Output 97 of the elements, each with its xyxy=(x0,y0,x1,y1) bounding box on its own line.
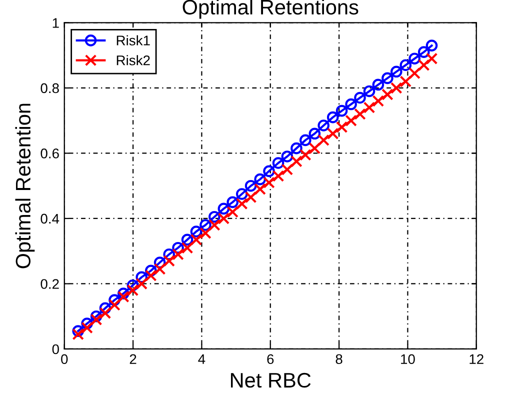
point xyxy=(418,59,430,72)
point xyxy=(363,102,376,114)
x-axis-title: Net RBC xyxy=(230,372,311,388)
point xyxy=(81,318,93,330)
y-tick-label: 1 xyxy=(52,18,59,28)
x-tick-label: 2 xyxy=(130,354,136,364)
point xyxy=(308,128,321,140)
point xyxy=(108,294,120,306)
x-tick-label: 6 xyxy=(267,354,274,364)
point xyxy=(244,180,257,192)
point xyxy=(163,254,175,267)
x-tick-label: 4 xyxy=(198,354,206,364)
point xyxy=(372,95,384,107)
point xyxy=(345,98,357,110)
x-tick-label: 0 xyxy=(61,354,68,364)
x-tick-label: 10 xyxy=(401,354,415,364)
point xyxy=(154,263,166,275)
point xyxy=(181,242,194,254)
point xyxy=(236,198,248,210)
point xyxy=(372,78,384,91)
y-tick-label: 0.8 xyxy=(40,83,59,94)
point xyxy=(336,104,348,117)
point xyxy=(108,299,120,311)
point xyxy=(136,271,148,284)
point xyxy=(426,52,438,65)
point xyxy=(236,188,248,200)
point xyxy=(190,226,202,238)
point xyxy=(390,66,402,78)
point xyxy=(90,314,102,326)
point xyxy=(200,227,212,240)
point xyxy=(281,150,294,162)
point xyxy=(272,170,284,182)
point xyxy=(382,72,394,84)
point xyxy=(90,310,102,322)
point xyxy=(172,242,184,254)
point xyxy=(308,142,321,154)
y-tick-label: 0.6 xyxy=(40,148,59,158)
point xyxy=(254,183,266,196)
point xyxy=(408,52,420,65)
point xyxy=(136,278,148,290)
point xyxy=(126,284,139,296)
y-tick-label: 0.2 xyxy=(40,279,59,289)
point xyxy=(226,196,239,208)
point xyxy=(408,67,420,80)
point xyxy=(226,206,239,218)
point xyxy=(354,92,366,104)
point xyxy=(354,108,366,120)
point xyxy=(326,111,339,124)
point xyxy=(336,121,348,134)
point xyxy=(208,210,220,223)
point xyxy=(144,264,157,277)
point xyxy=(118,290,130,303)
point xyxy=(118,288,130,300)
point xyxy=(72,328,84,340)
point xyxy=(144,270,157,282)
point xyxy=(254,173,266,186)
point xyxy=(290,155,302,168)
point xyxy=(244,191,257,204)
point xyxy=(126,279,139,292)
point xyxy=(263,176,275,188)
point xyxy=(200,219,212,231)
point xyxy=(418,46,430,58)
point xyxy=(81,322,93,334)
x-tick-label: 8 xyxy=(336,354,342,364)
point xyxy=(263,165,275,178)
legend-label: Risk2 xyxy=(116,55,150,66)
point xyxy=(218,202,230,215)
point xyxy=(218,212,230,224)
point xyxy=(299,134,312,146)
point xyxy=(154,256,166,268)
point xyxy=(318,120,330,132)
point xyxy=(99,307,112,319)
y-tick-label: 0.4 xyxy=(40,214,60,224)
point xyxy=(363,85,376,98)
point xyxy=(272,157,284,169)
point xyxy=(326,128,339,140)
point xyxy=(190,234,202,246)
point xyxy=(172,248,184,260)
point xyxy=(345,114,357,126)
y-tick-label: 0 xyxy=(52,344,59,354)
point xyxy=(400,59,412,72)
x-tick-label: 12 xyxy=(470,354,484,364)
point xyxy=(163,248,175,260)
point xyxy=(281,164,294,176)
point xyxy=(72,325,84,337)
point xyxy=(426,40,438,52)
point xyxy=(299,148,312,161)
point xyxy=(382,88,394,100)
point xyxy=(208,219,220,231)
point xyxy=(290,142,302,154)
point xyxy=(181,234,194,246)
legend-label: Risk1 xyxy=(116,35,150,46)
y-axis-title: Optimal Retention xyxy=(15,104,35,268)
point xyxy=(400,76,412,88)
point xyxy=(318,134,330,146)
point xyxy=(99,302,112,314)
point xyxy=(390,82,402,94)
